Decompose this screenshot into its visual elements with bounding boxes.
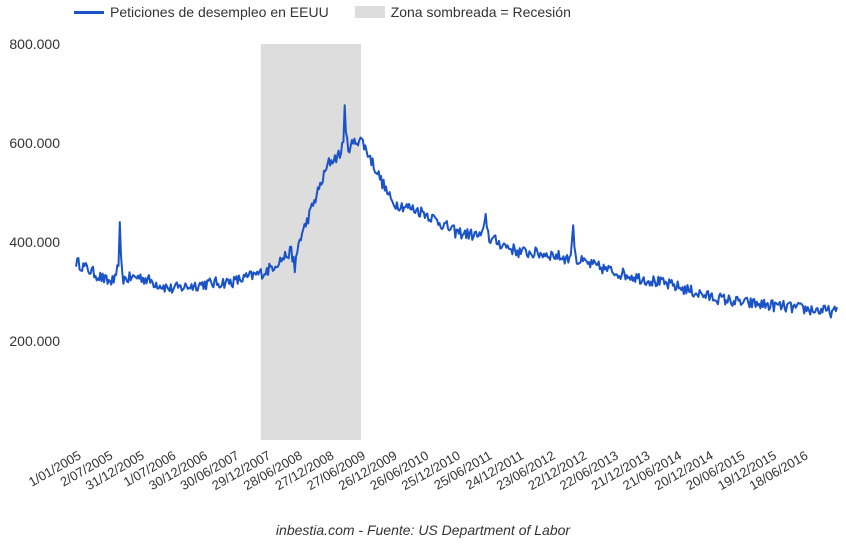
y-tick-label: 200.000 xyxy=(9,333,60,349)
recession-band-layer xyxy=(260,44,361,440)
legend-item-series: Peticiones de desempleo en EEUU xyxy=(74,4,329,20)
y-axis: 200.000 400.000 600.000 800.000 xyxy=(9,36,60,349)
y-tick-label: 800.000 xyxy=(9,36,60,52)
y-tick-label: 400.000 xyxy=(9,234,60,250)
x-axis: 1/01/20052/07/200531/12/20051/07/200630/… xyxy=(26,448,811,494)
source-caption: inbestia.com - Fuente: US Department of … xyxy=(275,522,571,538)
series-layer xyxy=(75,104,838,319)
legend-recession-label: Zona sombreada = Recesión xyxy=(390,4,571,20)
series-line xyxy=(75,104,838,319)
legend-series-label: Peticiones de desempleo en EEUU xyxy=(110,4,329,20)
recession-band xyxy=(260,44,361,440)
y-tick-label: 600.000 xyxy=(9,135,60,151)
legend-recession-swatch xyxy=(354,6,385,18)
legend: Peticiones de desempleo en EEUU Zona som… xyxy=(74,4,597,20)
legend-item-recession: Zona sombreada = Recesión xyxy=(354,4,571,20)
legend-line-swatch xyxy=(74,10,104,14)
